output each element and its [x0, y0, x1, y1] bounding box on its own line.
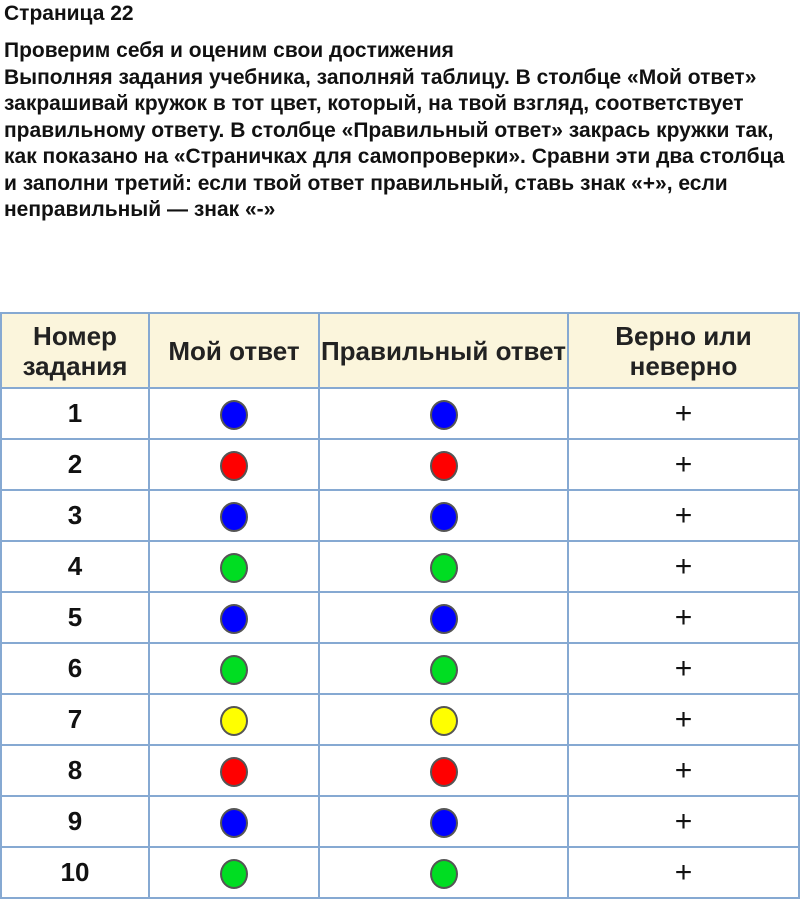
task-number: 6 — [0, 642, 150, 695]
result-mark: + — [567, 846, 800, 899]
instructions-block: Проверим себя и оценим свои достижения В… — [4, 38, 794, 224]
my-answer-cell — [148, 846, 320, 899]
correct-answer-circle — [429, 399, 458, 430]
my-answer-cell — [148, 489, 320, 542]
header-correct-answer: Правильный ответ — [318, 312, 569, 389]
correct-answer-circle — [429, 603, 458, 634]
correct-answer-cell — [318, 744, 569, 797]
correct-answer-cell — [318, 591, 569, 644]
correct-answer-circle — [429, 756, 458, 787]
my-answer-circle — [220, 807, 248, 838]
table-row: 9 + — [0, 795, 800, 848]
task-number: 10 — [0, 846, 150, 899]
my-answer-circle — [220, 399, 248, 430]
correct-answer-cell — [318, 540, 569, 593]
table-row: 5 + — [0, 591, 800, 644]
table-row: 7 + — [0, 693, 800, 746]
task-number: 7 — [0, 693, 150, 746]
result-mark: + — [567, 693, 800, 746]
correct-answer-circle — [429, 501, 458, 532]
table-row: 2 + — [0, 438, 800, 491]
result-mark: + — [567, 438, 800, 491]
result-mark: + — [567, 642, 800, 695]
result-mark: + — [567, 540, 800, 593]
my-answer-cell — [148, 642, 320, 695]
my-answer-cell — [148, 591, 320, 644]
header-my-answer: Мой ответ — [148, 312, 320, 389]
correct-answer-cell — [318, 438, 569, 491]
result-mark: + — [567, 489, 800, 542]
correct-answer-circle — [429, 450, 458, 481]
correct-answer-cell — [318, 489, 569, 542]
my-answer-circle — [220, 858, 248, 889]
self-check-table: Номер задания Мой ответ Правильный ответ… — [0, 312, 800, 899]
instructions: Выполняя задания учебника, заполняй табл… — [4, 65, 785, 222]
my-answer-circle — [220, 603, 248, 634]
header-right-or-wrong: Верно или неверно — [567, 312, 800, 389]
table-row: 4 + — [0, 540, 800, 593]
result-mark: + — [567, 387, 800, 440]
my-answer-cell — [148, 387, 320, 440]
correct-answer-cell — [318, 642, 569, 695]
result-mark: + — [567, 795, 800, 848]
task-number: 2 — [0, 438, 150, 491]
task-number: 5 — [0, 591, 150, 644]
my-answer-cell — [148, 693, 320, 746]
table-row: 10 + — [0, 846, 800, 899]
correct-answer-cell — [318, 387, 569, 440]
page-title: Страница 22 — [4, 2, 134, 25]
my-answer-circle — [220, 450, 248, 481]
table-row: 6 + — [0, 642, 800, 695]
my-answer-cell — [148, 795, 320, 848]
header-task-number: Номер задания — [0, 312, 150, 389]
correct-answer-cell — [318, 846, 569, 899]
my-answer-circle — [220, 705, 248, 736]
correct-answer-cell — [318, 693, 569, 746]
correct-answer-cell — [318, 795, 569, 848]
my-answer-circle — [220, 552, 248, 583]
my-answer-circle — [220, 501, 248, 532]
correct-answer-circle — [429, 807, 458, 838]
correct-answer-circle — [429, 654, 458, 685]
correct-answer-circle — [429, 552, 458, 583]
task-number: 4 — [0, 540, 150, 593]
my-answer-cell — [148, 540, 320, 593]
my-answer-circle — [220, 756, 248, 787]
my-answer-circle — [220, 654, 248, 685]
task-number: 8 — [0, 744, 150, 797]
heading: Проверим себя и оценим свои достижения — [4, 39, 454, 62]
task-number: 1 — [0, 387, 150, 440]
correct-answer-circle — [429, 858, 458, 889]
table-row: 1 + — [0, 387, 800, 440]
table-header-row: Номер задания Мой ответ Правильный ответ… — [0, 312, 800, 389]
table-row: 8 + — [0, 744, 800, 797]
my-answer-cell — [148, 438, 320, 491]
table-row: 3 + — [0, 489, 800, 542]
correct-answer-circle — [429, 705, 458, 736]
task-number: 9 — [0, 795, 150, 848]
task-number: 3 — [0, 489, 150, 542]
result-mark: + — [567, 591, 800, 644]
result-mark: + — [567, 744, 800, 797]
my-answer-cell — [148, 744, 320, 797]
